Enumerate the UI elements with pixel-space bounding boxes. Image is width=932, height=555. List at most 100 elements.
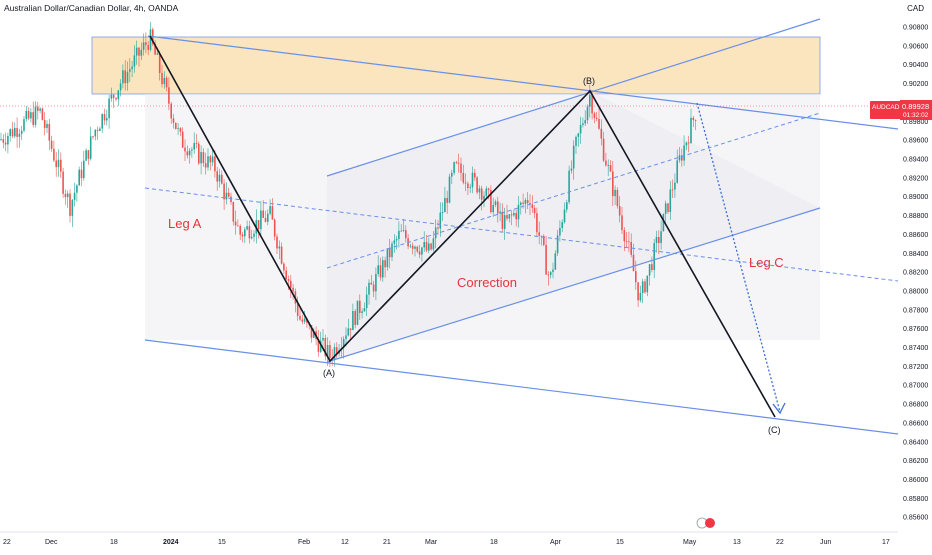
candle-body [87, 150, 90, 159]
event-icon[interactable] [696, 517, 715, 529]
candle-body [411, 245, 414, 249]
candle-body [480, 188, 483, 200]
candle-body [48, 123, 51, 141]
candle-body [92, 136, 94, 138]
candle-body [181, 131, 184, 148]
candle-body [299, 315, 301, 320]
candle-body [490, 189, 492, 213]
candle-body [336, 347, 338, 354]
candle-body [131, 66, 133, 70]
candle-body [165, 77, 168, 88]
candle-body [170, 103, 172, 119]
candle-body [524, 200, 527, 204]
candle-body [545, 244, 547, 275]
candle-body [533, 207, 536, 214]
candle-body [623, 230, 626, 242]
candle-body [80, 169, 83, 179]
candle-body [471, 172, 474, 188]
candle-body [487, 188, 490, 190]
candle-body [168, 87, 170, 104]
candle-body [570, 168, 573, 171]
price-tick-label: 0.87800 [903, 307, 928, 314]
time-tick-label: 22 [776, 539, 784, 546]
candle-body [635, 271, 637, 283]
candle-body [64, 193, 67, 198]
candle-body [230, 196, 232, 203]
candle-body [7, 135, 9, 145]
price-label-countdown: 01:32:02 [903, 112, 929, 119]
candle-body [264, 217, 267, 222]
candle-body [214, 156, 216, 172]
candle-body [237, 225, 239, 227]
price-tick-label: 0.90800 [903, 25, 928, 32]
price-tick-label: 0.90400 [903, 62, 928, 69]
candle-body [607, 164, 609, 166]
candle-body [522, 202, 524, 204]
price-tick-label: 0.88800 [903, 213, 928, 220]
candle-body [506, 215, 508, 219]
price-tick-label: 0.86600 [903, 420, 928, 427]
candle-body [352, 311, 354, 331]
correction-label: Correction [457, 275, 517, 290]
price-axis-bg[interactable] [898, 0, 932, 532]
candle-body [333, 347, 336, 360]
price-tick-label: 0.86200 [903, 458, 928, 465]
candle-body [154, 43, 156, 55]
candle-body [324, 337, 327, 357]
candle-body [359, 300, 361, 313]
candles-group [0, 21, 697, 368]
candle-body [582, 123, 584, 125]
candle-body [260, 210, 262, 230]
candle-body [600, 128, 603, 139]
candle-body [474, 172, 476, 178]
price-tick-label: 0.90200 [903, 81, 928, 88]
candle-body [16, 127, 18, 137]
time-tick-label: Apr [550, 539, 562, 546]
candle-body [625, 241, 628, 243]
candle-body [85, 150, 87, 161]
supply-zone [91, 36, 821, 95]
candle-body [99, 128, 101, 131]
candle-body [241, 234, 244, 237]
candle-body [559, 227, 561, 236]
candle-body [418, 251, 421, 255]
candle-body [526, 200, 529, 204]
candle-body [287, 279, 290, 281]
candle-body [41, 108, 44, 120]
candle-body [303, 318, 306, 322]
candle-body [253, 233, 255, 237]
candle-body [469, 187, 471, 189]
time-axis-bg[interactable] [0, 532, 932, 550]
candle-body [202, 152, 205, 164]
candle-body [540, 235, 543, 237]
candle-body [632, 254, 635, 272]
time-tick-label: 21 [383, 539, 391, 546]
candle-body [556, 235, 559, 254]
price-label-bg [900, 100, 932, 120]
candle-body [76, 185, 78, 193]
candle-body [149, 29, 152, 50]
candle-body [317, 339, 320, 352]
candle-body [370, 282, 373, 285]
channel-midline [326, 112, 821, 269]
candle-body [386, 248, 389, 268]
price-tick-label: 0.87600 [903, 326, 928, 333]
time-tick-label: Feb [298, 539, 310, 546]
candle-body [446, 197, 448, 203]
candle-body [280, 246, 283, 264]
candle-body [683, 145, 685, 161]
candle-body [531, 204, 534, 208]
candle-body [30, 112, 32, 119]
symbol-title: Australian Dollar/Canadian Dollar, 4h, O… [4, 3, 179, 13]
candle-body [584, 120, 586, 124]
candle-body [112, 94, 115, 98]
candle-body [586, 106, 589, 121]
candle-body [209, 156, 212, 163]
candle-body [135, 47, 138, 56]
candle-body [687, 142, 690, 144]
candle-body [674, 182, 676, 190]
candle-body [69, 193, 71, 216]
time-tick-label: Dec [45, 539, 58, 546]
